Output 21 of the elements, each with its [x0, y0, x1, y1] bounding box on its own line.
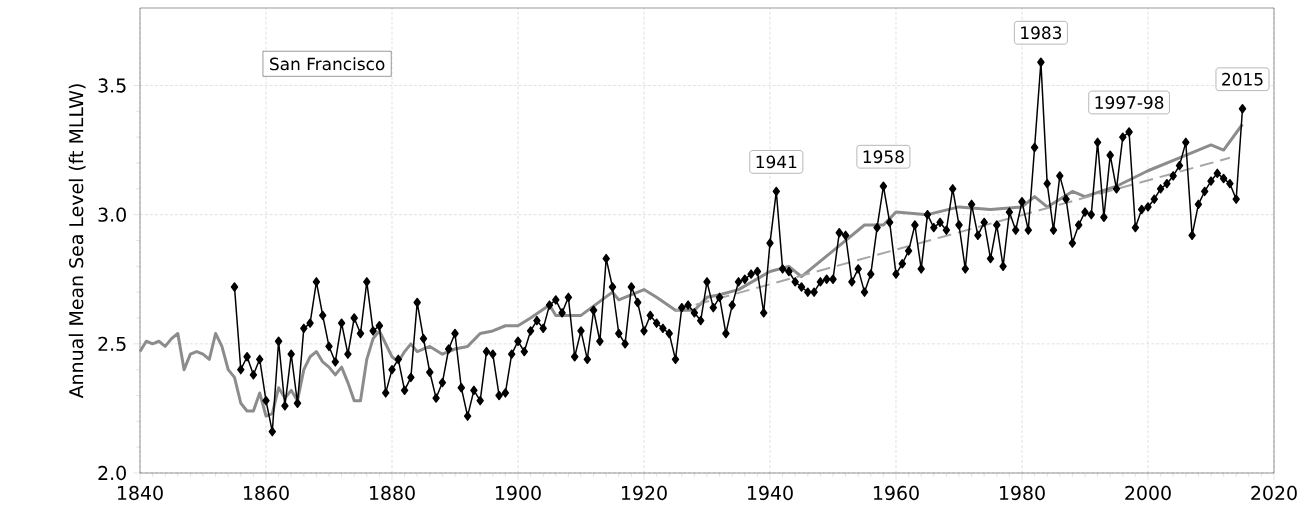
x-tick-label: 1860: [243, 485, 289, 501]
y-axis-title: Annual Mean Sea Level (ft MLLW): [68, 84, 86, 399]
y-tick-label: 3.5: [98, 78, 126, 93]
x-tick-label: 1880: [369, 485, 415, 501]
text: San Francisco: [270, 57, 385, 71]
annotation: 2015: [1222, 72, 1263, 86]
x-tick-label: 1940: [747, 485, 793, 501]
y-tick-label: 3.0: [98, 207, 126, 222]
x-tick-label: 1900: [495, 485, 541, 501]
x-tick-label: 1920: [621, 485, 667, 501]
x-tick-label: 2020: [1251, 485, 1297, 501]
annotation: 1983: [1021, 26, 1062, 40]
y-tick-label: 2.5: [98, 336, 126, 351]
annotation: 1997-98: [1095, 96, 1164, 109]
x-tick-label: 1960: [873, 485, 919, 501]
y-tick-label: 2.0: [98, 465, 126, 481]
annotation: 1941: [756, 155, 797, 169]
annotation: 1958: [863, 150, 904, 164]
x-tick-label: 1980: [999, 485, 1045, 501]
x-tick-label: 2000: [1125, 485, 1171, 501]
x-tick-label: 1840: [117, 485, 163, 501]
